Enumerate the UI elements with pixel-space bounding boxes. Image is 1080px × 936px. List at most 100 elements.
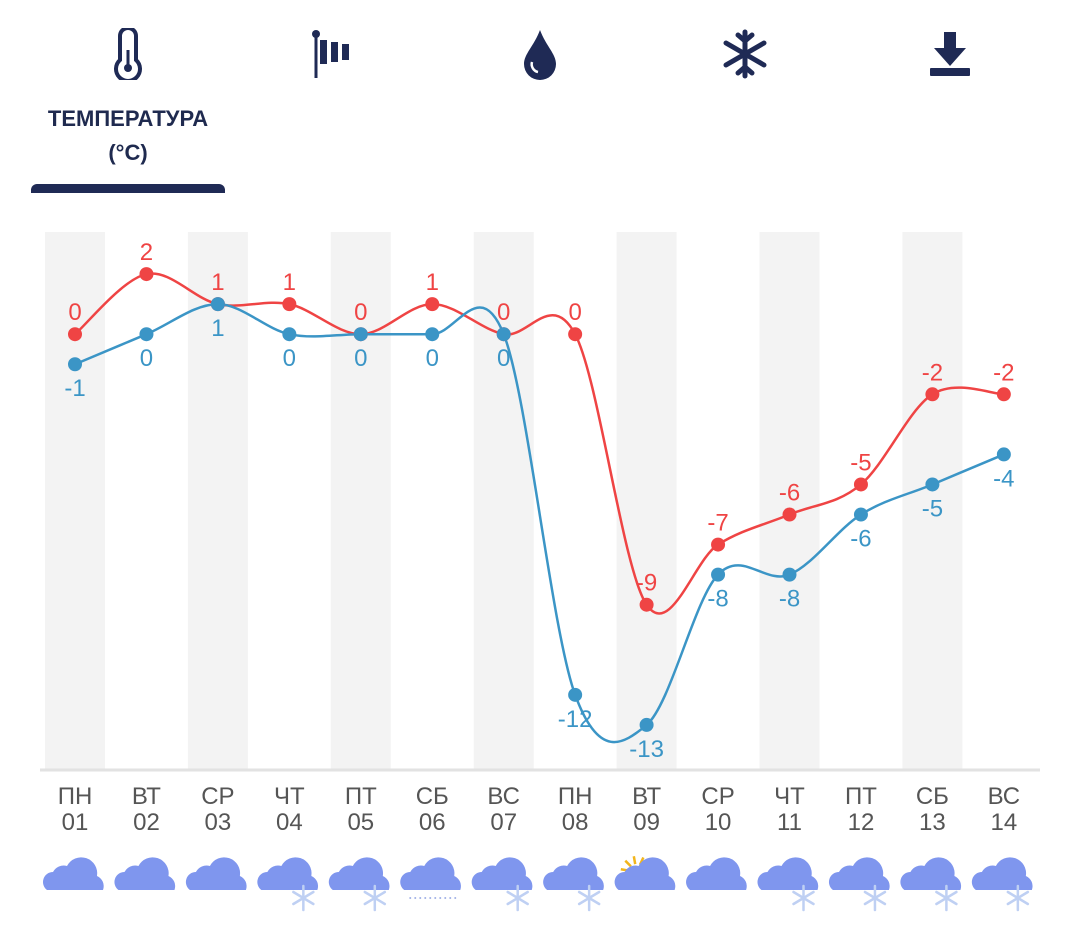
data-point-min: [782, 567, 797, 582]
drizzle-dot: [419, 897, 422, 899]
x-tick-day: СБ: [416, 783, 449, 810]
data-label-min: 0: [354, 345, 367, 372]
cloud-icon: [42, 857, 104, 890]
weather-icon-cloudy: [185, 857, 247, 890]
data-point-max: [425, 297, 440, 312]
data-point-min: [68, 357, 82, 372]
data-label-min: 0: [140, 345, 153, 372]
drizzle-dot: [409, 897, 412, 899]
cloud-icon: [257, 857, 319, 890]
data-label-max: 1: [426, 269, 439, 296]
tab-wind[interactable]: [234, 28, 434, 188]
weather-icon-cloudy: [42, 857, 104, 890]
x-tick-day: ЧТ: [274, 783, 305, 810]
cloud-icon: [185, 857, 247, 890]
snowflake-icon: [1006, 884, 1030, 912]
data-point-max: [568, 327, 583, 342]
x-tick-date: 02: [133, 809, 160, 836]
x-tick-day: ВС: [988, 783, 1021, 810]
x-tick-day: ВС: [487, 783, 520, 810]
data-label-max: 0: [568, 299, 581, 326]
cloud-icon: [543, 857, 604, 890]
data-label-min: -1: [64, 375, 85, 402]
tab-unit: (°C): [108, 140, 148, 165]
x-tick-day: ЧТ: [774, 783, 805, 810]
tab-download[interactable]: [850, 28, 1050, 188]
x-tick-date: 05: [347, 809, 374, 836]
snowflake-stroke: [363, 890, 387, 906]
x-tick-day: ПТ: [345, 783, 377, 810]
data-label-min: 1: [211, 315, 224, 342]
windsock-icon: [312, 30, 349, 78]
snowflake-stroke: [1006, 890, 1030, 906]
data-label-max: 1: [283, 269, 296, 296]
data-point-min: [496, 327, 511, 342]
snowflake-stroke: [577, 890, 601, 906]
column-band: [616, 232, 677, 770]
data-point-max: [782, 507, 797, 522]
x-tick-date: 01: [62, 809, 89, 836]
weather-icon-snow: [257, 857, 319, 912]
weather-icon-partly-cloudy: [614, 856, 676, 890]
snowflake-icon: [292, 884, 315, 912]
data-label-max: 0: [497, 299, 510, 326]
data-label-max: 0: [354, 299, 367, 326]
column-band: [45, 232, 105, 770]
data-point-min: [711, 567, 726, 582]
data-label-min: -8: [779, 586, 800, 613]
weather-icon-snow: [328, 857, 390, 912]
tab-snow[interactable]: [645, 28, 845, 188]
drizzle-dot: [429, 897, 432, 899]
snowflake-icon: [863, 884, 887, 912]
drizzle-dot: [449, 897, 452, 899]
data-label-max: 0: [68, 299, 81, 326]
data-label-min: -13: [629, 736, 664, 763]
active-tab-indicator: [31, 184, 225, 193]
data-point-min: [282, 327, 297, 342]
data-point-min: [425, 327, 440, 342]
tab-bar: ТЕМПЕРАТУРА (°C): [0, 0, 1080, 195]
x-tick-day: ВТ: [632, 783, 661, 810]
snowflake-stroke: [292, 890, 315, 906]
column-band: [330, 232, 391, 770]
cloud-icon: [900, 857, 962, 890]
data-label-max: -9: [636, 570, 657, 597]
x-tick-date: 06: [419, 809, 446, 836]
data-point-min: [353, 327, 368, 342]
snowflake-icon: [792, 884, 815, 912]
cloud-icon: [757, 857, 819, 890]
snowflake-icon: [723, 29, 767, 79]
weather-icon-snow: [828, 857, 890, 912]
x-tick-date: 03: [205, 809, 232, 836]
data-point-max: [996, 387, 1011, 402]
download-icon: [930, 32, 970, 76]
x-tick-date: 12: [848, 809, 875, 836]
data-label-max: -5: [850, 449, 871, 476]
data-point-min: [639, 717, 654, 732]
x-tick-date: 11: [777, 809, 802, 836]
x-tick-date: 07: [490, 809, 517, 836]
x-tick-date: 13: [919, 809, 946, 836]
data-label-min: -12: [558, 706, 593, 733]
drizzle-dot: [454, 897, 457, 899]
cloud-icon: [114, 857, 176, 890]
tab-precipitation[interactable]: [440, 28, 640, 188]
data-point-max: [853, 477, 868, 492]
x-tick-date: 08: [562, 809, 589, 836]
data-point-max: [68, 327, 82, 342]
snowflake-icon: [577, 884, 601, 912]
snowflake-icon: [363, 884, 387, 912]
tab-temperature[interactable]: ТЕМПЕРАТУРА (°C): [28, 28, 228, 188]
column-band: [759, 232, 820, 770]
weather-icon-snow: [543, 857, 604, 912]
data-label-max: 1: [211, 269, 224, 296]
x-tick-day: ВТ: [132, 783, 161, 810]
data-label-min: -4: [993, 465, 1014, 492]
drizzle-dot: [424, 897, 427, 899]
data-label-min: -6: [850, 526, 871, 553]
x-tick-day: ПТ: [845, 783, 877, 810]
column-band: [187, 232, 248, 770]
weather-icon-snow: [900, 857, 962, 912]
series-line-min: [74, 302, 1005, 744]
